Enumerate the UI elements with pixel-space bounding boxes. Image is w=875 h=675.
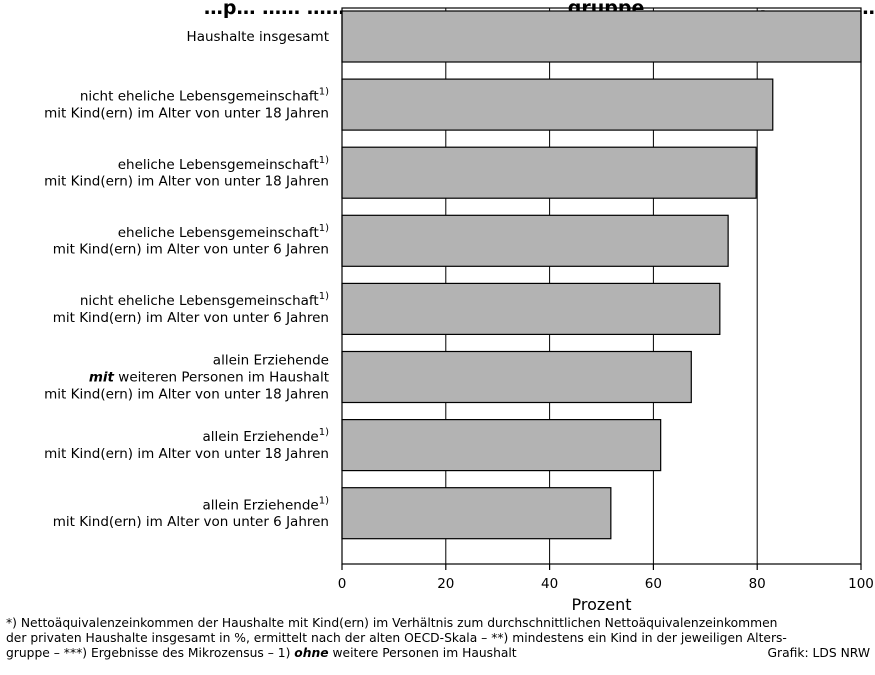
x-tick-label-20: 20	[437, 576, 454, 592]
x-axis-label: Prozent	[571, 595, 631, 614]
footnote-line-2: der privaten Haushalte insgesamt in %, e…	[6, 631, 787, 645]
bar-3	[341, 146, 757, 199]
footnote: *) Nettoäquivalenzeinkommen der Haushalt…	[6, 616, 870, 661]
category-label-3: eheliche Lebensgemeinschaft1) mit Kind(er…	[44, 155, 329, 190]
bar-8	[341, 487, 612, 540]
category-labels: Haushalte insgesamt nicht eheliche Lebens…	[44, 29, 329, 530]
bar-1	[341, 10, 862, 63]
footnote-credit: Grafik: LDS NRW	[767, 646, 870, 660]
bar-chart: …p… …… …… …… …… …… …… ……gruppe … …… ……, …	[44, 0, 875, 614]
category-label-1: Haushalte insgesamt	[187, 29, 329, 45]
category-label-6: allein Erziehende mit weiteren Personen i…	[44, 353, 329, 403]
category-label-7: allein Erziehende1) mit Kind(ern) im Alte…	[44, 427, 329, 462]
bar-2	[341, 78, 774, 131]
bars-group	[341, 10, 862, 540]
bar-5	[341, 282, 721, 335]
bar-6	[341, 350, 692, 404]
x-tick-label-100: 100	[848, 576, 874, 592]
category-label-2: nicht eheliche Lebensgemeinschaft1) mit K…	[44, 87, 329, 122]
bar-7	[341, 419, 662, 472]
x-tick-label-80: 80	[749, 576, 766, 592]
category-label-4: eheliche Lebensgemeinschaft1) mit Kind(er…	[53, 223, 329, 258]
category-label-5: nicht eheliche Lebensgemeinschaft1) mit K…	[53, 291, 329, 326]
x-tick-label-40: 40	[541, 576, 558, 592]
category-label-8: allein Erziehende1) mit Kind(ern) im Alte…	[53, 495, 329, 530]
footnote-line-3-c: weitere Personen im Haushalt	[328, 646, 517, 660]
footnote-ohne: ohne	[294, 646, 329, 660]
x-tick-label-0: 0	[338, 576, 347, 592]
footnote-line-3-a: gruppe – ***) Ergebnisse des Mikrozensus…	[6, 646, 295, 660]
plot-frame	[341, 7, 862, 565]
bar-4	[341, 214, 729, 267]
footnote-line-1: *) Nettoäquivalenzeinkommen der Haushalt…	[6, 616, 778, 630]
x-tick-label-60: 60	[645, 576, 662, 592]
x-axis-ticks: 0 20 40 60 80 100	[338, 564, 874, 592]
footnote-line-3: gruppe – ***) Ergebnisse des Mikrozensus…	[6, 646, 870, 661]
